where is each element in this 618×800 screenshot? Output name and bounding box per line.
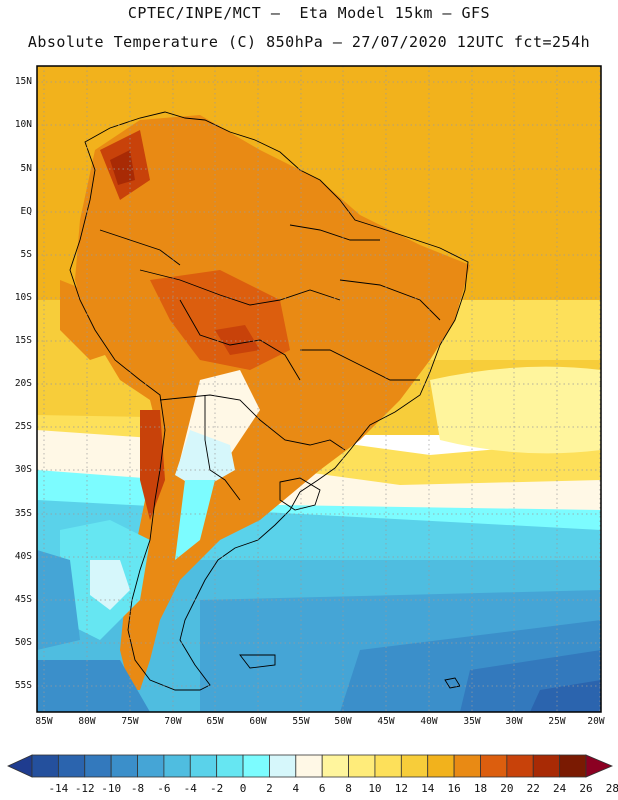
colorbar-swatch — [84, 754, 112, 778]
colorbar-label: 6 — [318, 782, 326, 795]
colorbar-swatch — [374, 754, 402, 778]
colorbar-label: 26 — [579, 782, 593, 795]
colorbar-swatch — [506, 754, 534, 778]
colorbar-swatch — [532, 754, 561, 778]
title-line-2: Absolute Temperature (C) 850hPa – 27/07/… — [27, 33, 591, 51]
lon-label: 75W — [121, 716, 139, 727]
colorbar-swatch — [31, 754, 59, 778]
colorbar-swatch — [137, 754, 165, 778]
colorbar-swatch — [400, 754, 429, 778]
lat-label: 25S — [14, 421, 32, 432]
lat-label: 20S — [14, 378, 32, 389]
lat-label: 15S — [14, 335, 32, 346]
colorbar-swatch — [453, 754, 481, 778]
lat-label: 35S — [14, 508, 32, 519]
colorbar-label: 28 — [605, 782, 618, 795]
colorbar-label: 14 — [421, 782, 435, 795]
lat-label: 50S — [14, 637, 32, 648]
lon-label: 25W — [548, 716, 566, 727]
lon-label: 80W — [78, 716, 96, 727]
lon-label: 20W — [587, 716, 605, 727]
lat-label: 55S — [14, 680, 32, 691]
colorbar-swatch — [321, 754, 349, 778]
colorbar-label: -14 — [48, 782, 69, 795]
colorbar-label: 4 — [292, 782, 300, 795]
colorbar-label: 22 — [526, 782, 540, 795]
colorbar-max-arrow — [585, 754, 614, 778]
lat-label: 10N — [14, 119, 32, 130]
colorbar-label: 16 — [447, 782, 461, 795]
coastlines — [69, 111, 469, 691]
colorbar-label: -2 — [210, 782, 224, 795]
colorbar-swatch — [427, 754, 455, 778]
colorbar-swatch — [110, 754, 138, 778]
lon-label: 35W — [463, 716, 481, 727]
lon-label: 45W — [377, 716, 395, 727]
colorbar-label: 12 — [394, 782, 408, 795]
colorbar-swatch — [348, 754, 376, 778]
map-fill — [37, 66, 601, 712]
lon-label: 60W — [249, 716, 267, 727]
colorbar-swatch — [242, 754, 270, 778]
colorbar-swatch — [163, 754, 191, 778]
colorbar — [7, 754, 614, 778]
lat-label: 15N — [14, 76, 32, 87]
colorbar-label: -4 — [183, 782, 197, 795]
lon-label: 70W — [164, 716, 182, 727]
lon-label: 50W — [334, 716, 352, 727]
lon-label: 40W — [420, 716, 438, 727]
lat-label: 40S — [14, 551, 32, 562]
colorbar-label: 10 — [368, 782, 382, 795]
lat-label: 30S — [14, 464, 32, 475]
lat-label: EQ — [20, 206, 32, 217]
colorbar-swatch — [269, 754, 297, 778]
lon-label: 30W — [505, 716, 523, 727]
colorbar-label: -10 — [101, 782, 122, 795]
colorbar-label: 0 — [239, 782, 247, 795]
map-frame — [36, 65, 602, 713]
colorbar-label: 24 — [552, 782, 567, 795]
colorbar-label: 18 — [473, 782, 488, 795]
colorbar-label: 20 — [500, 782, 514, 795]
colorbar-swatch — [559, 754, 587, 778]
colorbar-label: 2 — [266, 782, 273, 795]
lat-label: 45S — [14, 594, 32, 605]
colorbar-label: -8 — [130, 782, 145, 795]
lat-label: 10S — [14, 292, 32, 303]
colorbar-min-arrow — [7, 754, 33, 778]
lon-label: 65W — [206, 716, 224, 727]
colorbar-swatch — [295, 754, 323, 778]
colorbar-swatch — [57, 754, 86, 778]
title-line-1: CPTEC/INPE/MCT – Eta Model 15km – GFS — [127, 4, 491, 22]
colorbar-label: -12 — [74, 782, 95, 795]
colorbar-label: 8 — [345, 782, 352, 795]
colorbar-label: -6 — [157, 782, 171, 795]
lat-label: 5S — [20, 249, 32, 260]
colorbar-swatch — [480, 754, 508, 778]
lon-label: 55W — [292, 716, 310, 727]
lon-label: 85W — [35, 716, 53, 727]
colorbar-swatch — [189, 754, 218, 778]
lat-label: 5N — [20, 163, 32, 174]
colorbar-swatch — [216, 754, 244, 778]
